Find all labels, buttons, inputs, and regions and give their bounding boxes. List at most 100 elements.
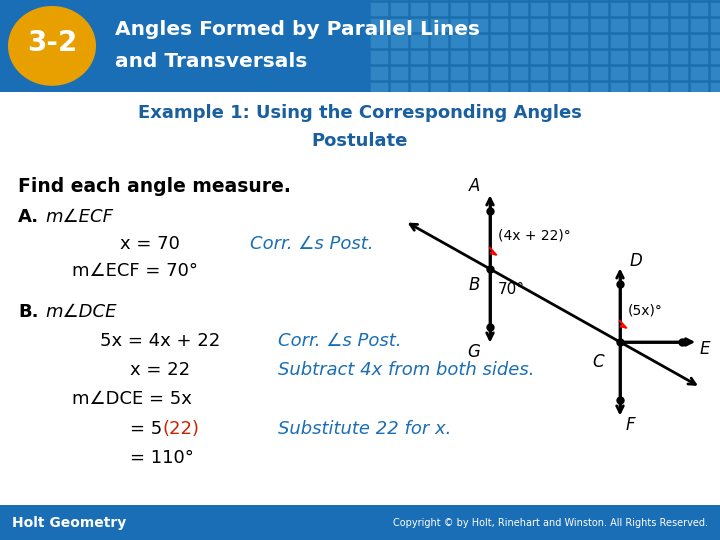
Bar: [510, 82, 528, 96]
Bar: [670, 82, 688, 96]
Text: m∠DCE: m∠DCE: [45, 302, 117, 321]
Bar: [670, 34, 688, 48]
Bar: [650, 82, 668, 96]
Bar: [590, 82, 608, 96]
Bar: [410, 50, 428, 64]
Bar: [530, 66, 548, 80]
Text: 5x = 4x + 22: 5x = 4x + 22: [100, 332, 220, 350]
Bar: [470, 66, 488, 80]
Bar: [690, 66, 708, 80]
Text: Substitute 22 for x.: Substitute 22 for x.: [278, 420, 451, 437]
Bar: [650, 50, 668, 64]
Bar: [590, 34, 608, 48]
Bar: [430, 50, 448, 64]
Text: (5x)°: (5x)°: [628, 303, 663, 318]
Text: 70°: 70°: [498, 282, 525, 296]
Bar: [550, 82, 568, 96]
Bar: [630, 18, 648, 32]
Bar: [570, 66, 588, 80]
Bar: [430, 82, 448, 96]
Bar: [550, 2, 568, 16]
Bar: [510, 18, 528, 32]
Bar: [690, 34, 708, 48]
Text: C: C: [593, 353, 604, 371]
Bar: [530, 50, 548, 64]
Bar: [710, 66, 720, 80]
Text: 3-2: 3-2: [27, 29, 77, 57]
Text: Angles Formed by Parallel Lines: Angles Formed by Parallel Lines: [115, 21, 480, 39]
Text: D: D: [630, 252, 643, 270]
Text: m∠ECF: m∠ECF: [45, 208, 113, 226]
Bar: [550, 18, 568, 32]
Bar: [650, 66, 668, 80]
Bar: [530, 82, 548, 96]
Bar: [370, 2, 388, 16]
Bar: [370, 18, 388, 32]
Text: F: F: [626, 416, 636, 434]
Text: Find each angle measure.: Find each angle measure.: [18, 177, 291, 196]
Bar: [670, 2, 688, 16]
Bar: [490, 18, 508, 32]
Bar: [610, 18, 628, 32]
Bar: [550, 66, 568, 80]
Bar: [690, 18, 708, 32]
Bar: [490, 82, 508, 96]
Text: Holt Geometry: Holt Geometry: [12, 516, 126, 530]
Text: Corr. ∠s Post.: Corr. ∠s Post.: [250, 235, 374, 253]
Text: A: A: [469, 177, 480, 195]
Bar: [670, 18, 688, 32]
Bar: [570, 50, 588, 64]
Bar: [610, 82, 628, 96]
Text: (4x + 22)°: (4x + 22)°: [498, 228, 571, 242]
Bar: [490, 2, 508, 16]
Bar: [710, 34, 720, 48]
Bar: [610, 66, 628, 80]
Bar: [670, 50, 688, 64]
Bar: [390, 2, 408, 16]
Bar: [710, 18, 720, 32]
Bar: [370, 82, 388, 96]
Bar: [510, 66, 528, 80]
Bar: [390, 82, 408, 96]
Bar: [570, 18, 588, 32]
Bar: [430, 34, 448, 48]
Bar: [450, 2, 468, 16]
Text: Subtract 4x from both sides.: Subtract 4x from both sides.: [278, 361, 534, 379]
Bar: [530, 34, 548, 48]
Bar: [650, 34, 668, 48]
Bar: [610, 2, 628, 16]
Bar: [430, 18, 448, 32]
Text: x = 70: x = 70: [120, 235, 180, 253]
Bar: [390, 66, 408, 80]
Bar: [490, 66, 508, 80]
Bar: [490, 50, 508, 64]
Bar: [410, 18, 428, 32]
Bar: [630, 82, 648, 96]
Bar: [510, 50, 528, 64]
Text: (22): (22): [163, 420, 200, 437]
Bar: [710, 50, 720, 64]
Bar: [450, 18, 468, 32]
Bar: [590, 50, 608, 64]
Bar: [410, 34, 428, 48]
Bar: [450, 50, 468, 64]
Bar: [630, 66, 648, 80]
Bar: [370, 66, 388, 80]
Text: E: E: [700, 340, 711, 357]
Bar: [610, 50, 628, 64]
Bar: [470, 18, 488, 32]
Bar: [670, 66, 688, 80]
Bar: [430, 66, 448, 80]
Bar: [390, 34, 408, 48]
Bar: [370, 50, 388, 64]
Text: Postulate: Postulate: [312, 132, 408, 150]
Bar: [410, 66, 428, 80]
Bar: [610, 34, 628, 48]
Bar: [570, 82, 588, 96]
Bar: [550, 34, 568, 48]
Bar: [630, 2, 648, 16]
Bar: [470, 50, 488, 64]
Text: = 5: = 5: [130, 420, 162, 437]
Bar: [410, 82, 428, 96]
Bar: [690, 82, 708, 96]
